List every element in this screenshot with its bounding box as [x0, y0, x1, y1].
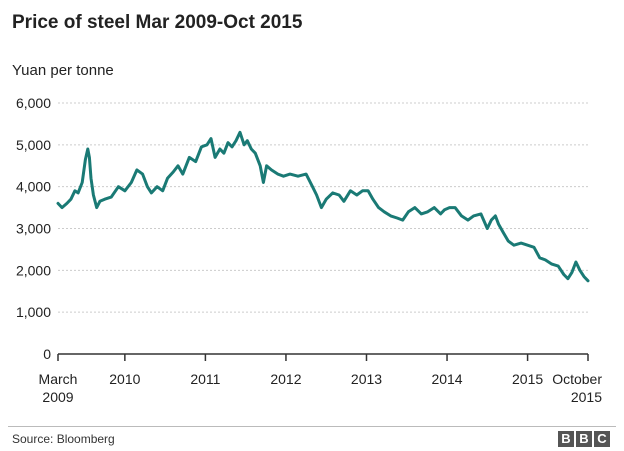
logo-letter: C — [594, 431, 610, 447]
x-tick-label: 2010 — [109, 371, 140, 387]
series-line-steel-price — [56, 130, 590, 283]
series-layer — [56, 130, 590, 283]
y-tick-label: 3,000 — [16, 221, 51, 237]
x-tick-label: 2013 — [351, 371, 382, 387]
y-tick-label: 1,000 — [16, 304, 51, 320]
y-tick-label: 6,000 — [16, 95, 51, 111]
y-tick-labels: 0 1,000 2,000 3,000 4,000 5,000 6,000 — [16, 95, 51, 362]
x-tick-label: 2014 — [431, 371, 462, 387]
bbc-logo: B B C — [558, 431, 610, 447]
footer-divider — [8, 426, 616, 427]
chart-title: Price of steel Mar 2009-Oct 2015 — [12, 12, 303, 33]
x-tick-label: March — [39, 371, 78, 387]
y-tick-label: 0 — [43, 346, 51, 362]
logo-letter: B — [558, 431, 574, 447]
y-tick-label: 5,000 — [16, 137, 51, 153]
x-tick-label-line2: 2015 — [571, 389, 602, 405]
x-tick-label: October — [552, 371, 602, 387]
x-tick-label: 2011 — [190, 371, 220, 387]
x-tick-labels: March 2009 2010 2011 2012 2013 2014 2015 October… — [39, 371, 603, 405]
x-tick-label: 2012 — [270, 371, 301, 387]
logo-letter: B — [576, 431, 592, 447]
source-note: Source: Bloomberg — [12, 432, 115, 446]
x-axis — [57, 353, 589, 361]
x-tick-label: 2015 — [512, 371, 543, 387]
y-tick-label: 4,000 — [16, 179, 51, 195]
x-tick-label-line2: 2009 — [42, 389, 73, 405]
y-tick-label: 2,000 — [16, 262, 51, 278]
y-axis-label: Yuan per tonne — [12, 62, 114, 79]
